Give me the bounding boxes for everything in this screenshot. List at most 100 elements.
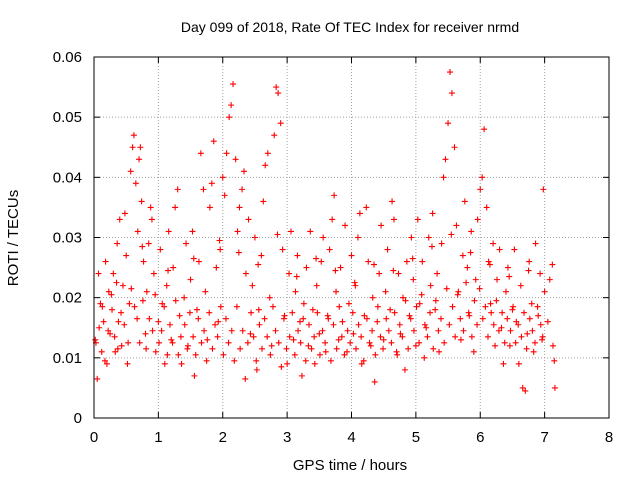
data-point xyxy=(363,315,370,322)
data-point xyxy=(203,357,210,364)
data-point xyxy=(165,267,172,274)
data-point xyxy=(149,327,156,334)
data-point xyxy=(493,276,500,283)
data-point xyxy=(108,291,115,298)
data-point xyxy=(264,333,271,340)
data-point xyxy=(419,258,426,265)
data-point xyxy=(448,231,455,238)
data-point xyxy=(287,228,294,235)
data-point xyxy=(313,282,320,289)
data-point xyxy=(131,303,138,310)
data-point xyxy=(530,348,537,355)
data-point xyxy=(451,144,458,151)
data-point xyxy=(384,246,391,253)
data-point xyxy=(260,198,267,205)
data-point xyxy=(355,321,362,328)
data-point xyxy=(289,309,296,316)
data-point xyxy=(443,285,450,292)
data-point xyxy=(519,384,526,391)
data-point xyxy=(358,360,365,367)
data-point xyxy=(165,228,172,235)
data-point xyxy=(305,342,312,349)
data-point xyxy=(236,204,243,211)
data-point xyxy=(341,351,348,358)
data-point xyxy=(490,240,497,247)
data-point xyxy=(347,339,354,346)
data-point xyxy=(100,318,107,325)
data-point xyxy=(311,360,318,367)
data-point xyxy=(175,351,182,358)
data-point xyxy=(271,132,278,139)
data-point xyxy=(206,309,213,316)
data-point xyxy=(472,276,479,283)
data-point xyxy=(436,348,443,355)
y-tick-label: 0 xyxy=(74,410,82,427)
data-point xyxy=(274,231,281,238)
x-tick-label: 1 xyxy=(154,429,162,446)
data-point xyxy=(275,90,282,97)
data-point xyxy=(403,258,410,265)
data-point xyxy=(388,339,395,346)
grid-lines xyxy=(94,57,609,418)
data-point xyxy=(178,360,185,367)
data-point xyxy=(111,333,118,340)
data-point xyxy=(220,351,227,358)
data-point xyxy=(307,228,314,235)
data-point xyxy=(408,234,415,241)
data-point xyxy=(477,186,484,193)
data-point xyxy=(549,342,556,349)
data-point xyxy=(484,333,491,340)
data-point xyxy=(453,222,460,229)
data-point xyxy=(262,162,269,169)
data-point xyxy=(378,222,385,229)
data-point xyxy=(459,252,466,259)
data-point xyxy=(336,303,343,310)
data-point xyxy=(200,186,207,193)
data-point xyxy=(183,240,190,247)
data-point xyxy=(391,309,398,316)
data-point xyxy=(517,282,524,289)
data-point xyxy=(476,285,483,292)
data-point xyxy=(348,252,355,259)
data-point xyxy=(385,327,392,334)
data-point xyxy=(428,243,435,250)
data-point xyxy=(143,288,150,295)
data-point xyxy=(242,270,249,277)
data-point xyxy=(371,378,378,385)
x-tick-label: 4 xyxy=(347,429,355,446)
data-point xyxy=(463,279,470,286)
data-point xyxy=(293,273,300,280)
data-point xyxy=(275,339,282,346)
data-point xyxy=(181,321,188,328)
data-point xyxy=(306,321,313,328)
data-point xyxy=(399,333,406,340)
data-point xyxy=(169,339,176,346)
data-point xyxy=(184,342,191,349)
data-point xyxy=(140,258,147,265)
data-point xyxy=(164,351,171,358)
data-point xyxy=(217,246,224,253)
data-point xyxy=(395,270,402,277)
data-point xyxy=(440,174,447,181)
data-point xyxy=(313,255,320,262)
data-point xyxy=(522,387,529,394)
data-point xyxy=(523,345,530,352)
data-point xyxy=(499,309,506,316)
data-point xyxy=(396,321,403,328)
data-point xyxy=(319,327,326,334)
data-point xyxy=(316,351,323,358)
data-point xyxy=(181,294,188,301)
data-point xyxy=(291,351,298,358)
data-point xyxy=(253,366,260,373)
data-point xyxy=(331,192,338,199)
data-point xyxy=(201,327,208,334)
data-point xyxy=(268,342,275,349)
data-point xyxy=(515,360,522,367)
data-point xyxy=(442,156,449,163)
data-point xyxy=(330,321,337,328)
data-point xyxy=(166,321,173,328)
data-point xyxy=(250,333,257,340)
data-point xyxy=(369,327,376,334)
data-point xyxy=(258,252,265,259)
